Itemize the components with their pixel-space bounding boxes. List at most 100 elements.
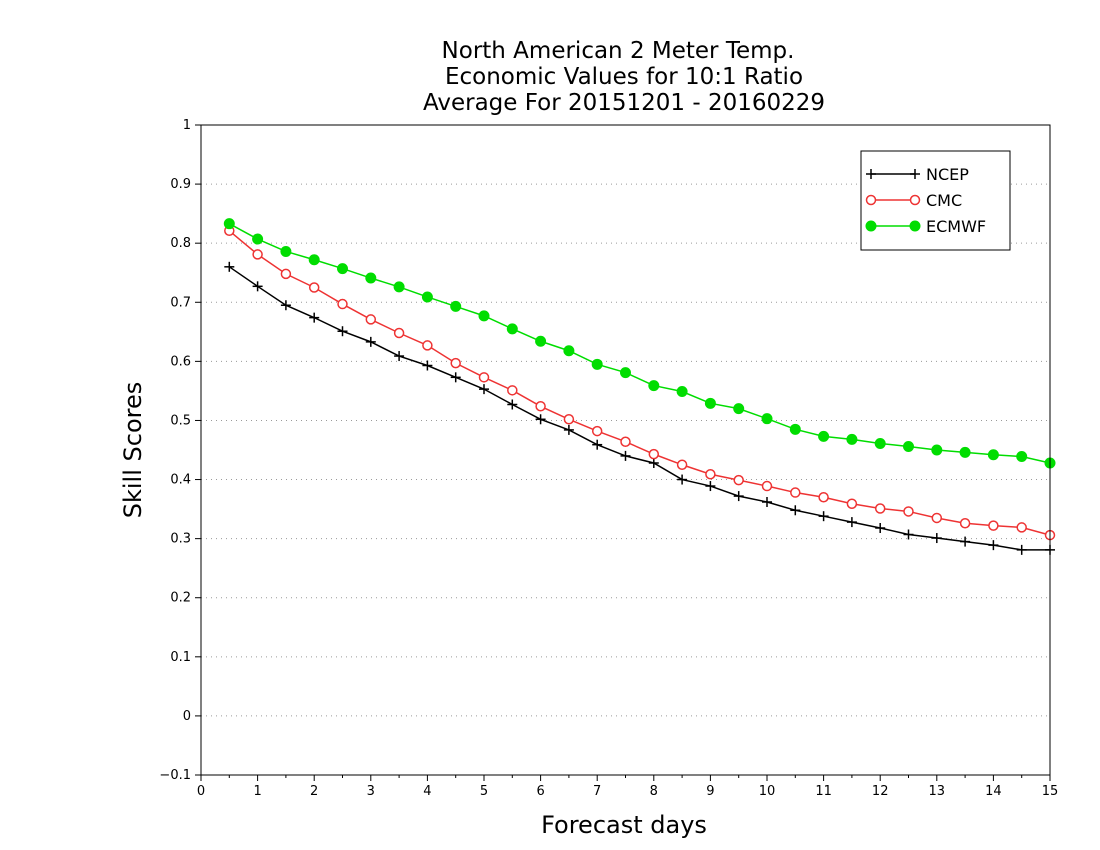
y-axis-label: Skill Scores [119, 382, 147, 519]
data-point-ncep [337, 326, 348, 337]
data-point-ecmwf [365, 272, 377, 284]
legend-item-ecmwf: ECMWF [865, 217, 986, 236]
x-tick-label: 5 [480, 784, 488, 799]
data-point-cmc [280, 268, 292, 280]
data-point-ncep [875, 523, 886, 533]
data-point-ncep [365, 336, 376, 347]
data-point-ncep [648, 458, 659, 468]
x-tick-label: 2 [310, 784, 318, 799]
data-point-cmc [422, 340, 433, 351]
data-point-cmc [931, 512, 943, 524]
data-point-cmc [563, 414, 575, 425]
chart-title-line-2: Economic Values for 10:1 Ratio [445, 64, 803, 90]
data-point-ecmwf [506, 323, 518, 335]
legend-marker-cmc [909, 194, 921, 206]
data-point-ncep [224, 261, 235, 272]
data-point-ncep [705, 481, 716, 492]
y-tick-label: 0.6 [170, 354, 191, 369]
x-tick-label: 9 [706, 784, 714, 799]
y-tick-label: 0.5 [170, 413, 191, 428]
legend-label-ecmwf: ECMWF [926, 217, 986, 236]
data-point-cmc [676, 459, 688, 471]
data-point-ncep [507, 399, 518, 410]
data-point-ecmwf [421, 291, 433, 303]
data-point-ecmwf [648, 380, 660, 392]
data-point-cmc [450, 357, 461, 369]
x-tick-label: 12 [872, 784, 889, 799]
axis-ticks: −0.100.10.20.30.40.50.60.70.80.910 1 2 3 4 5 6… [159, 118, 1058, 799]
x-axis-label: Forecast days [541, 811, 707, 839]
data-point-ecmwf [761, 413, 773, 425]
data-point-ncep [394, 351, 405, 362]
x-tick-label: 8 [650, 784, 658, 799]
data-point-cmc [337, 298, 348, 310]
data-point-ncep [535, 414, 546, 425]
legend: NCEP CMC ECMWF [860, 150, 1011, 251]
legend-label-cmc: CMC [926, 191, 962, 210]
data-point-ncep [309, 312, 320, 323]
data-point-ecmwf [591, 358, 603, 370]
data-point-ecmwf [308, 254, 320, 266]
data-point-cmc [874, 503, 886, 514]
data-point-cmc [648, 448, 660, 460]
data-point-cmc [507, 385, 518, 396]
data-point-cmc [846, 498, 858, 510]
data-point-ecmwf [846, 433, 858, 445]
data-point-ncep [280, 300, 291, 311]
data-point-ecmwf [1016, 451, 1028, 462]
data-point-ecmwf [676, 386, 688, 397]
data-point-cmc [252, 249, 263, 260]
y-tick-label: 1 [183, 118, 191, 133]
series-cmc [224, 225, 1056, 541]
legend-marker-ncep [866, 169, 876, 179]
data-point-cmc [591, 425, 603, 437]
data-point-ecmwf [818, 430, 830, 442]
series-line-cmc [228, 230, 1051, 536]
data-point-ncep [1016, 544, 1027, 555]
data-point-ncep [422, 360, 433, 371]
data-point-ecmwf [478, 310, 490, 322]
x-tick-label: 10 [759, 784, 776, 799]
x-tick-label: 11 [815, 784, 832, 799]
legend-marker-ecmwf [909, 220, 921, 232]
data-point-ecmwf [620, 367, 631, 379]
data-point-ecmwf [535, 335, 547, 347]
legend-marker-ecmwf [865, 220, 877, 232]
data-point-cmc [959, 518, 971, 529]
data-point-ncep [563, 424, 574, 435]
y-tick-label: −0.1 [159, 768, 191, 783]
legend-marker-cmc [865, 194, 877, 206]
data-point-ecmwf [280, 245, 292, 257]
x-tick-label: 14 [985, 784, 1002, 799]
data-point-cmc [903, 506, 914, 517]
data-point-ncep [818, 511, 829, 522]
data-point-cmc [478, 372, 490, 383]
x-tick-label: 4 [423, 784, 431, 799]
x-tick-label: 1 [253, 784, 261, 799]
data-point-ecmwf [337, 263, 348, 275]
y-tick-label: 0.4 [170, 473, 191, 488]
data-point-cmc [761, 480, 773, 492]
series-line-ecmwf [228, 223, 1051, 464]
data-point-ncep [733, 491, 744, 502]
x-tick-label: 3 [367, 784, 375, 799]
legend-label-ncep: NCEP [926, 165, 969, 184]
y-tick-label: 0.9 [170, 177, 191, 192]
chart-title-line-3: Average For 20151201 - 20160229 [423, 90, 825, 116]
x-tick-label: 7 [593, 784, 601, 799]
data-point-ncep [960, 536, 971, 547]
data-point-cmc [790, 487, 801, 498]
x-tick-label: 6 [536, 784, 544, 799]
data-point-ncep [931, 533, 942, 544]
data-point-cmc [620, 436, 631, 447]
data-point-ecmwf [223, 218, 235, 230]
data-series [223, 218, 1056, 555]
data-point-ecmwf [931, 444, 943, 456]
series-ecmwf [223, 218, 1056, 469]
data-point-cmc [705, 468, 716, 480]
data-point-ecmwf [393, 281, 405, 293]
data-point-cmc [393, 327, 405, 339]
data-point-ncep [479, 384, 489, 395]
data-point-cmc [988, 520, 999, 531]
